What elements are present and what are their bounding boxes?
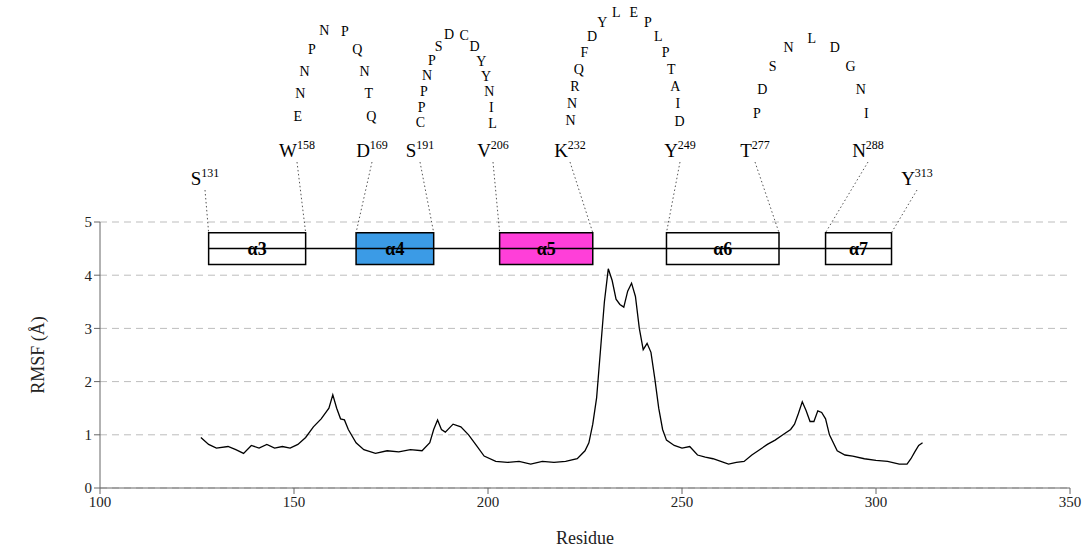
svg-text:Y: Y bbox=[597, 15, 607, 30]
svg-text:Residue: Residue bbox=[556, 528, 614, 548]
svg-text:0: 0 bbox=[85, 480, 93, 496]
svg-text:I: I bbox=[676, 96, 681, 111]
svg-text:N: N bbox=[783, 40, 793, 55]
svg-text:300: 300 bbox=[865, 494, 888, 510]
svg-text:α5: α5 bbox=[537, 239, 556, 259]
svg-text:D: D bbox=[830, 40, 840, 55]
svg-text:Q: Q bbox=[366, 109, 376, 124]
svg-text:200: 200 bbox=[477, 494, 500, 510]
svg-text:P: P bbox=[420, 84, 428, 99]
svg-text:Y249: Y249 bbox=[664, 138, 696, 161]
svg-text:N: N bbox=[565, 113, 575, 128]
svg-text:P: P bbox=[418, 100, 426, 115]
svg-text:RMSF (Å): RMSF (Å) bbox=[28, 316, 49, 394]
svg-text:L: L bbox=[808, 31, 817, 46]
svg-text:L: L bbox=[612, 5, 621, 20]
svg-text:E: E bbox=[293, 109, 302, 124]
svg-text:N: N bbox=[856, 82, 866, 97]
svg-text:G: G bbox=[846, 59, 856, 74]
svg-text:N: N bbox=[300, 64, 310, 79]
svg-text:1: 1 bbox=[85, 427, 93, 443]
svg-text:E: E bbox=[630, 5, 639, 20]
svg-text:100: 100 bbox=[89, 494, 112, 510]
svg-text:P: P bbox=[644, 15, 652, 30]
svg-text:4: 4 bbox=[85, 268, 93, 284]
svg-text:N: N bbox=[422, 68, 432, 83]
svg-text:5: 5 bbox=[85, 214, 93, 230]
svg-text:T277: T277 bbox=[740, 138, 770, 161]
svg-text:R: R bbox=[570, 79, 580, 94]
svg-text:α7: α7 bbox=[849, 239, 868, 259]
svg-text:350: 350 bbox=[1059, 494, 1082, 510]
svg-text:S: S bbox=[435, 39, 443, 54]
svg-text:T: T bbox=[365, 86, 374, 101]
svg-text:T: T bbox=[667, 62, 676, 77]
svg-text:I: I bbox=[864, 106, 869, 121]
svg-text:Y: Y bbox=[476, 54, 486, 69]
svg-text:D: D bbox=[674, 114, 684, 129]
svg-text:I: I bbox=[489, 100, 494, 115]
svg-text:Q: Q bbox=[352, 42, 362, 57]
svg-text:N: N bbox=[567, 96, 577, 111]
svg-text:N: N bbox=[359, 64, 369, 79]
svg-text:2: 2 bbox=[85, 374, 93, 390]
svg-text:W158: W158 bbox=[279, 138, 315, 161]
svg-text:V206: V206 bbox=[477, 138, 509, 161]
svg-text:P: P bbox=[662, 45, 670, 60]
svg-text:C: C bbox=[459, 28, 468, 43]
svg-text:D169: D169 bbox=[356, 138, 388, 161]
svg-text:L: L bbox=[488, 116, 497, 131]
svg-text:C: C bbox=[416, 115, 425, 130]
svg-text:N: N bbox=[484, 84, 494, 99]
svg-text:N288: N288 bbox=[852, 138, 884, 161]
svg-text:S191: S191 bbox=[406, 138, 435, 161]
svg-text:α3: α3 bbox=[248, 239, 267, 259]
svg-text:D: D bbox=[470, 39, 480, 54]
svg-text:α6: α6 bbox=[713, 239, 732, 259]
svg-text:S131: S131 bbox=[191, 166, 220, 189]
svg-text:L: L bbox=[654, 29, 663, 44]
svg-text:S: S bbox=[769, 59, 777, 74]
svg-text:Y: Y bbox=[481, 69, 491, 84]
svg-text:150: 150 bbox=[283, 494, 306, 510]
svg-text:Q: Q bbox=[574, 62, 584, 77]
svg-text:D: D bbox=[757, 82, 767, 97]
svg-text:D: D bbox=[444, 27, 454, 42]
svg-text:N: N bbox=[319, 23, 329, 38]
svg-text:250: 250 bbox=[671, 494, 694, 510]
svg-text:A: A bbox=[670, 79, 681, 94]
svg-text:K232: K232 bbox=[554, 138, 586, 161]
svg-text:N: N bbox=[295, 86, 305, 101]
svg-text:D: D bbox=[587, 29, 597, 44]
svg-text:F: F bbox=[581, 45, 589, 60]
svg-text:3: 3 bbox=[85, 321, 93, 337]
svg-text:P: P bbox=[308, 42, 316, 57]
svg-text:P: P bbox=[341, 24, 349, 39]
svg-text:Y313: Y313 bbox=[901, 166, 933, 189]
svg-text:P: P bbox=[753, 106, 761, 121]
svg-text:α4: α4 bbox=[385, 239, 404, 259]
svg-text:P: P bbox=[428, 53, 436, 68]
